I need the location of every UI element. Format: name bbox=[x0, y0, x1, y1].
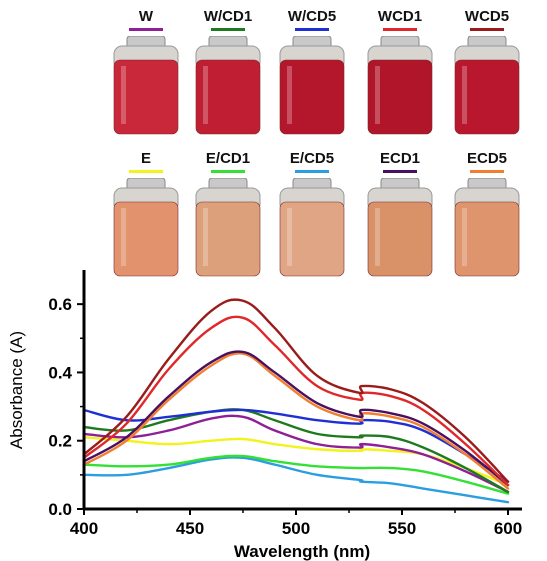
vial-label: WCD1 bbox=[377, 8, 423, 25]
series-layer bbox=[82, 298, 510, 504]
series-color-swatch bbox=[211, 28, 245, 31]
vial-label: WCD5 bbox=[464, 8, 510, 25]
series-color-swatch bbox=[383, 28, 417, 31]
vial-highlight bbox=[462, 66, 467, 124]
vial-highlight bbox=[375, 208, 380, 266]
vial-highlight bbox=[203, 66, 208, 124]
y-tick-label: 0.2 bbox=[48, 432, 72, 451]
vial-label: E/CD5 bbox=[289, 150, 335, 167]
vial-e-cd1: E/CD1 bbox=[188, 150, 268, 278]
y-axis-title: Absorbance (A) bbox=[7, 331, 26, 449]
vial-liquid bbox=[279, 59, 345, 135]
vial-image bbox=[279, 178, 345, 277]
vial-liquid bbox=[454, 201, 520, 277]
vial-image bbox=[454, 178, 520, 277]
x-tick-label: 600 bbox=[494, 519, 522, 538]
vial-highlight bbox=[287, 208, 292, 266]
vial-image bbox=[367, 36, 433, 135]
vial-wcd5: WCD5 bbox=[447, 8, 527, 136]
series-line-e-cd1 bbox=[82, 454, 510, 495]
series-line-e-cd5 bbox=[82, 456, 510, 504]
vial-liquid bbox=[279, 201, 345, 277]
vial-highlight bbox=[121, 208, 126, 266]
x-tick-label: 550 bbox=[388, 519, 416, 538]
vial-image bbox=[454, 36, 520, 135]
axis-layer: 400 450 500 550 600 0.0 0.2 0.4 0.6 bbox=[48, 270, 522, 538]
vial-liquid bbox=[113, 59, 179, 135]
vial-e: E bbox=[106, 150, 186, 278]
vial-image bbox=[195, 36, 261, 135]
vial-label: E bbox=[140, 150, 151, 167]
series-color-swatch bbox=[470, 28, 504, 31]
series-line-wcd5 bbox=[82, 298, 510, 483]
series-color-swatch bbox=[129, 170, 163, 173]
vial-liquid bbox=[367, 59, 433, 135]
y-tick-label: 0.4 bbox=[48, 363, 72, 382]
y-tick-label: 0.6 bbox=[48, 295, 72, 314]
vial-label: W bbox=[138, 8, 154, 25]
x-tick-label: 450 bbox=[176, 519, 204, 538]
vial-liquid bbox=[454, 59, 520, 135]
series-line-ecd1 bbox=[82, 350, 510, 487]
y-tick-label: 0.0 bbox=[48, 500, 72, 519]
vial-label: W/CD5 bbox=[287, 8, 337, 25]
vial-w-cd5: W/CD5 bbox=[272, 8, 352, 136]
vial-liquid bbox=[195, 201, 261, 277]
x-tick-label: 400 bbox=[70, 519, 98, 538]
series-line-ecd5 bbox=[82, 352, 510, 490]
vial-w-cd1: W/CD1 bbox=[188, 8, 268, 136]
series-color-swatch bbox=[295, 28, 329, 31]
vial-image bbox=[367, 178, 433, 277]
series-line-wcd1 bbox=[82, 315, 510, 487]
vial-ecd5: ECD5 bbox=[447, 150, 527, 278]
x-axis-title: Wavelength (nm) bbox=[234, 542, 370, 561]
vial-liquid bbox=[195, 59, 261, 135]
vial-highlight bbox=[462, 208, 467, 266]
series-line-w-cd1 bbox=[82, 408, 510, 494]
vial-image bbox=[113, 178, 179, 277]
vial-liquid bbox=[367, 201, 433, 277]
series-line-w-cd5 bbox=[82, 408, 510, 483]
vial-label: W/CD1 bbox=[203, 8, 253, 25]
vial-highlight bbox=[287, 66, 292, 124]
vial-label: ECD1 bbox=[379, 150, 420, 167]
x-tick-label: 500 bbox=[282, 519, 310, 538]
vial-highlight bbox=[121, 66, 126, 124]
vial-highlight bbox=[375, 66, 380, 124]
vial-liquid bbox=[113, 201, 179, 277]
series-color-swatch bbox=[129, 28, 163, 31]
vial-highlight bbox=[203, 208, 208, 266]
vial-image bbox=[113, 36, 179, 135]
series-color-swatch bbox=[383, 170, 417, 173]
vial-image bbox=[279, 36, 345, 135]
vial-e-cd5: E/CD5 bbox=[272, 150, 352, 278]
vial-label: ECD5 bbox=[466, 150, 507, 167]
series-color-swatch bbox=[211, 170, 245, 173]
vial-ecd1: ECD1 bbox=[360, 150, 440, 278]
series-color-swatch bbox=[470, 170, 504, 173]
series-line-w bbox=[82, 414, 510, 494]
vial-wcd1: WCD1 bbox=[360, 8, 440, 136]
vial-w: W bbox=[106, 8, 186, 136]
series-color-swatch bbox=[295, 170, 329, 173]
vial-image bbox=[195, 178, 261, 277]
vial-label: E/CD1 bbox=[205, 150, 251, 167]
series-line-e bbox=[82, 436, 510, 487]
